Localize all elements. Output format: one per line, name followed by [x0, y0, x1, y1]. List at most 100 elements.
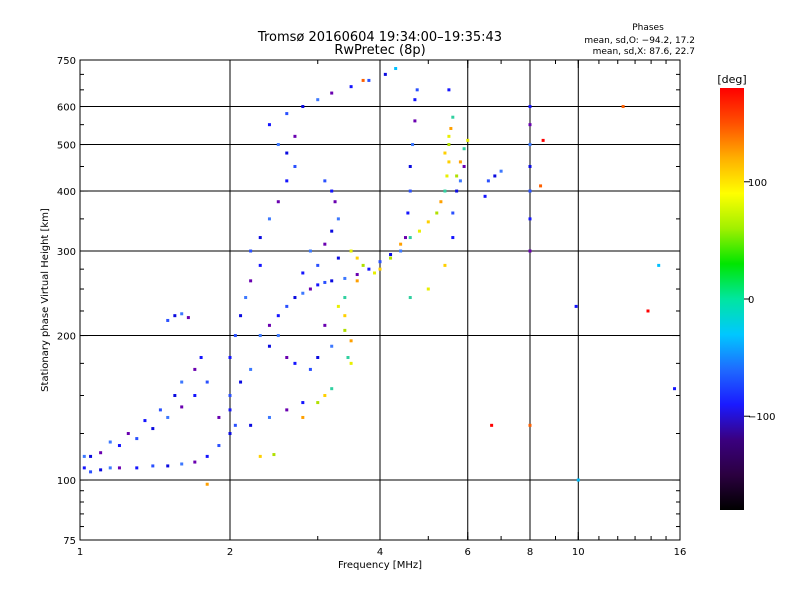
data-point	[186, 316, 190, 320]
y-axis-label: Stationary phase Virtual Height [km]	[40, 208, 51, 392]
data-point	[276, 334, 280, 338]
data-point	[451, 115, 455, 119]
data-point	[293, 164, 297, 168]
data-point	[323, 242, 327, 246]
data-point	[82, 454, 86, 458]
data-point	[158, 408, 162, 412]
data-point	[193, 394, 197, 398]
data-point	[455, 174, 459, 178]
data-point	[415, 88, 419, 92]
data-point	[285, 179, 289, 183]
data-point	[574, 304, 578, 308]
colorbar-tick-label: 0	[748, 295, 754, 306]
y-tick-label: 200	[57, 332, 76, 343]
data-point	[399, 249, 403, 253]
x-tick-label: 6	[465, 547, 471, 558]
data-point	[217, 444, 221, 448]
data-point	[378, 267, 382, 271]
data-point	[82, 466, 86, 470]
y-tick-label: 750	[57, 56, 76, 67]
data-point	[378, 260, 382, 264]
phases-x-mode: mean, sd,X: 87.6, 22.7	[593, 47, 695, 57]
data-point	[293, 134, 297, 138]
data-point	[336, 256, 340, 260]
data-point	[285, 304, 289, 308]
data-point	[349, 361, 353, 365]
data-point	[89, 470, 93, 474]
data-point	[443, 189, 447, 193]
data-point	[228, 408, 232, 412]
data-point	[621, 105, 625, 109]
data-point	[443, 151, 447, 155]
data-point	[367, 78, 371, 82]
data-point	[361, 78, 365, 82]
data-point	[308, 287, 312, 291]
data-point	[336, 304, 340, 308]
data-point	[399, 242, 403, 246]
data-point	[330, 387, 334, 391]
data-point	[233, 334, 237, 338]
data-point	[394, 67, 398, 71]
x-tick-label: 4	[377, 547, 383, 558]
data-point	[193, 367, 197, 371]
data-point	[249, 423, 253, 427]
data-point	[539, 184, 543, 188]
data-point	[447, 134, 451, 138]
data-point	[117, 466, 121, 470]
data-point	[373, 271, 377, 275]
data-point	[447, 88, 451, 92]
data-point	[323, 323, 327, 327]
data-points	[82, 67, 677, 486]
y-tick-label: 500	[57, 141, 76, 152]
data-point	[343, 276, 347, 280]
data-point	[173, 314, 177, 318]
data-point	[316, 355, 320, 359]
data-point	[285, 408, 289, 412]
data-point	[389, 256, 393, 260]
y-tick-label: 100	[57, 476, 76, 487]
x-tick-label: 16	[674, 547, 687, 558]
data-point	[267, 323, 271, 327]
data-point	[228, 355, 232, 359]
data-point	[355, 256, 359, 260]
data-point	[528, 217, 532, 221]
data-point	[449, 126, 453, 130]
data-point	[276, 200, 280, 204]
data-point	[217, 415, 221, 419]
data-point	[89, 454, 93, 458]
data-point	[293, 361, 297, 365]
data-point	[126, 432, 130, 436]
data-point	[293, 296, 297, 300]
colorbar-tick-label: 100	[748, 178, 767, 189]
data-point	[406, 211, 410, 215]
x-axis-label: Frequency [MHz]	[338, 560, 422, 571]
data-point	[135, 466, 139, 470]
phases-o-mode: mean, sd,O: −94.2, 17.2	[584, 36, 695, 46]
phases-title: Phases	[632, 23, 664, 33]
data-point	[249, 279, 253, 283]
data-point	[439, 200, 443, 204]
x-tick-label: 1	[77, 547, 83, 558]
data-point	[673, 387, 677, 391]
data-point	[383, 72, 387, 76]
data-point	[346, 355, 350, 359]
data-point	[180, 405, 184, 409]
data-point	[403, 236, 407, 240]
data-point	[367, 267, 371, 271]
data-point	[308, 249, 312, 253]
chart-subtitle: RwPretec (8p)	[334, 43, 425, 58]
data-point	[458, 179, 462, 183]
data-point	[272, 453, 276, 457]
data-point	[166, 464, 170, 468]
chart-title: Tromsø 20160604 19:34:00–19:35:43	[257, 30, 502, 45]
data-point	[205, 454, 209, 458]
data-point	[528, 189, 532, 193]
data-point	[343, 296, 347, 300]
data-point	[528, 105, 532, 109]
colorbar-ticks: 100 0 −100	[744, 178, 775, 423]
data-point	[267, 415, 271, 419]
data-point	[528, 164, 532, 168]
data-point	[408, 236, 412, 240]
data-point	[285, 112, 289, 116]
